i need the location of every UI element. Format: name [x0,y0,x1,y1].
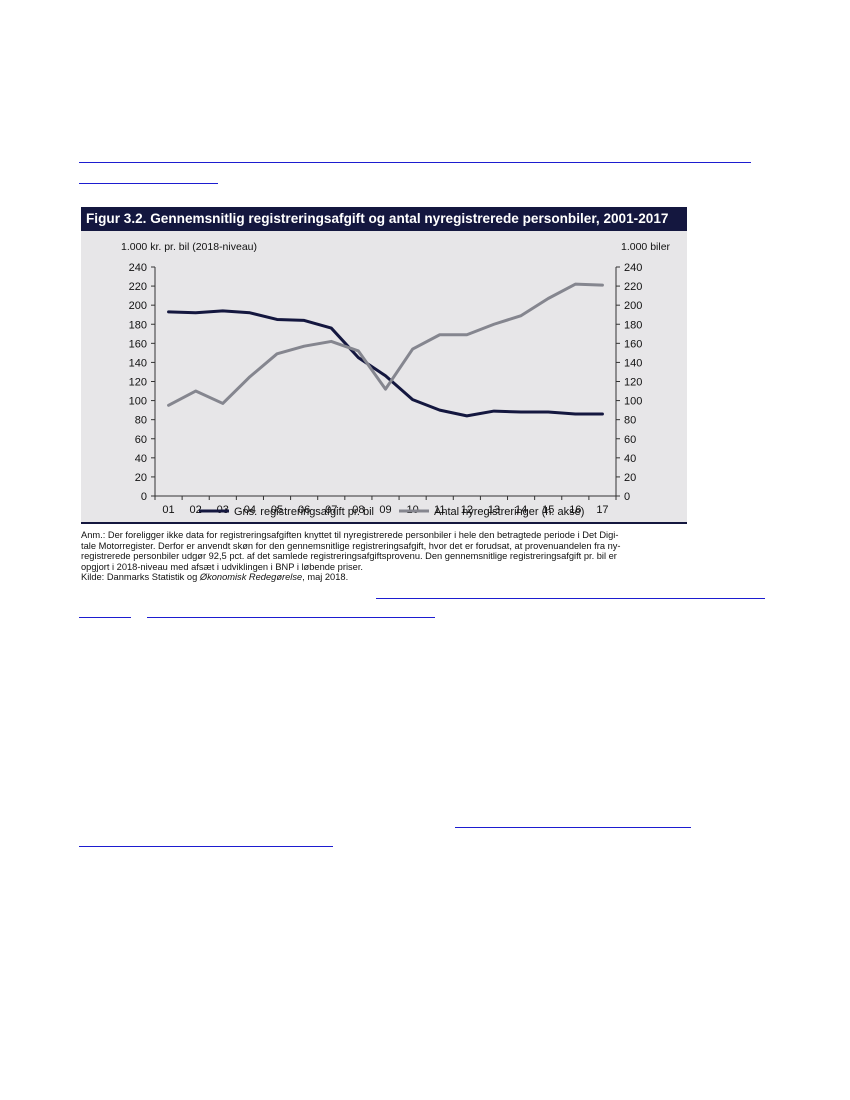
figure-note: Anm.: Der foreligger ikke data for regis… [81,530,687,583]
note-line: registrerede personbiler udgør 92,5 pct.… [81,551,687,562]
left-tick-label: 60 [135,434,147,446]
chart-area: 1.000 kr. pr. bil (2018-niveau) 1.000 bi… [81,231,687,522]
figure-title: Figur 3.2. Gennemsnitlig registreringsaf… [81,207,687,231]
left-tick-label: 220 [129,281,147,293]
left-tick-label: 180 [129,319,147,331]
x-tick-label: 01 [162,504,174,516]
right-tick-label: 240 [624,262,642,274]
right-tick-label: 200 [624,300,642,312]
right-tick-label: 80 [624,415,636,427]
series-line-registreringsafgift [169,311,603,416]
right-tick-label: 120 [624,377,642,389]
left-tick-label: 200 [129,300,147,312]
legend-label: Antal nyregistreringer (h. akse) [434,506,584,518]
note-line: Anm.: Der foreligger ikke data for regis… [81,530,687,541]
note-line: opgjort i 2018-niveau med afsæt i udvikl… [81,562,687,573]
x-tick-label: 17 [596,504,608,516]
source-prefix: Kilde: Danmarks Statistik og [81,572,200,582]
left-tick-label: 80 [135,415,147,427]
right-tick-label: 0 [624,491,630,503]
note-line: tale Motorregister. Derfor er anvendt sk… [81,541,687,552]
figure: Figur 3.2. Gennemsnitlig registreringsaf… [81,207,687,583]
x-tick-label: 09 [379,504,391,516]
link-underline-2[interactable] [79,183,218,184]
left-tick-label: 20 [135,472,147,484]
right-tick-label: 220 [624,281,642,293]
source-suffix: , maj 2018. [302,572,348,582]
figure-bottom-rule [81,522,687,524]
left-tick-label: 120 [129,377,147,389]
line-chart: 0 0 20 20 40 40 60 60 80 80 100 100 120 120 140 140 160 1… [81,231,687,522]
right-tick-label: 20 [624,472,636,484]
source-publication: Økonomisk Redegørelse [200,572,302,582]
link-underline-1[interactable] [79,162,751,163]
link-underline-4[interactable] [79,617,131,618]
right-tick-label: 60 [624,434,636,446]
link-underline-5[interactable] [147,617,435,618]
left-tick-label: 240 [129,262,147,274]
right-tick-label: 100 [624,396,642,408]
right-tick-label: 140 [624,357,642,369]
right-tick-label: 180 [624,319,642,331]
source-line: Kilde: Danmarks Statistik og Økonomisk R… [81,572,687,583]
link-underline-6[interactable] [455,827,691,828]
left-tick-label: 100 [129,396,147,408]
link-underline-7[interactable] [79,846,333,847]
left-tick-label: 0 [141,491,147,503]
series-line-nyregistreringer [169,284,603,405]
left-tick-label: 140 [129,357,147,369]
link-underline-3[interactable] [376,598,765,599]
right-tick-label: 40 [624,453,636,465]
left-tick-label: 160 [129,338,147,350]
legend-label: Gns. registreringsafgift pr. bil [234,506,374,518]
right-tick-label: 160 [624,338,642,350]
left-tick-label: 40 [135,453,147,465]
